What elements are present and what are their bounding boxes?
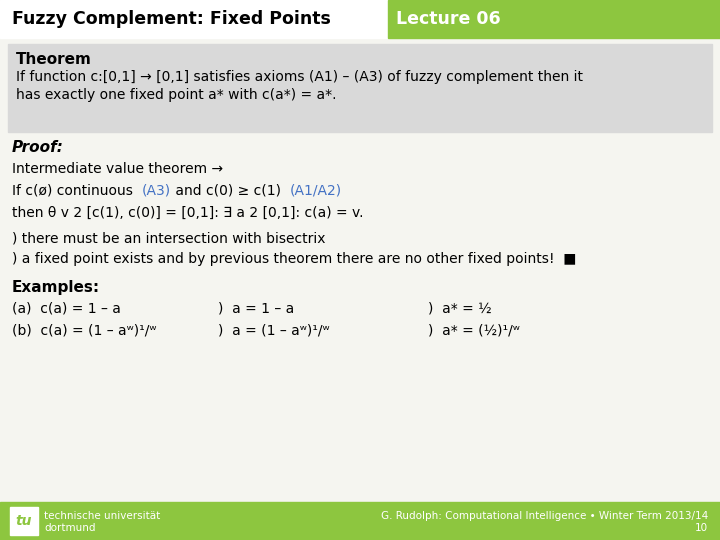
Text: tu: tu [16, 514, 32, 528]
Text: (a)  c(a) = 1 – a: (a) c(a) = 1 – a [12, 302, 121, 316]
Text: )  a* = (½)¹/ʷ: ) a* = (½)¹/ʷ [428, 324, 520, 338]
Text: 10: 10 [695, 523, 708, 533]
Text: has exactly one fixed point a* with c(a*) = a*.: has exactly one fixed point a* with c(a*… [16, 88, 336, 102]
Bar [0, 0, 720, 38]
Bar [388, 0, 720, 38]
Text: )  a = (1 – aʷ)¹/ʷ: ) a = (1 – aʷ)¹/ʷ [218, 324, 330, 338]
Text: Theorem: Theorem [16, 52, 92, 67]
Text: If c(ø) continuous: If c(ø) continuous [12, 184, 142, 198]
Text: Lecture 06: Lecture 06 [396, 10, 500, 28]
Text: Intermediate value theorem →: Intermediate value theorem → [12, 162, 223, 176]
Text: dortmund: dortmund [44, 523, 96, 533]
Text: ) a fixed point exists and by previous theorem there are no other fixed points! : ) a fixed point exists and by previous t… [12, 252, 577, 266]
Bar [10, 507, 38, 535]
Text: Fuzzy Complement: Fixed Points: Fuzzy Complement: Fixed Points [12, 10, 331, 28]
Text: then θ v 2 [c(1), c(0)] = [0,1]: ∃ a 2 [0,1]: c(a) = v.: then θ v 2 [c(1), c(0)] = [0,1]: ∃ a 2 [… [12, 206, 364, 220]
Text: Proof:: Proof: [12, 140, 64, 155]
Text: )  a = 1 – a: ) a = 1 – a [218, 302, 294, 316]
Text: If function c:[0,1] → [0,1] satisfies axioms (A1) – (A3) of fuzzy complement the: If function c:[0,1] → [0,1] satisfies ax… [16, 70, 583, 84]
Text: Examples:: Examples: [12, 280, 100, 295]
Text: )  a* = ½: ) a* = ½ [428, 302, 492, 316]
Text: G. Rudolph: Computational Intelligence • Winter Term 2013/14: G. Rudolph: Computational Intelligence •… [381, 511, 708, 521]
Text: technische universität: technische universität [44, 511, 161, 521]
Text: ) there must be an intersection with bisectrix: ) there must be an intersection with bis… [12, 232, 325, 246]
Bar [8, 44, 712, 132]
Text: and c(0) ≥ c(1): and c(0) ≥ c(1) [171, 184, 289, 198]
Text: (b)  c(a) = (1 – aʷ)¹/ʷ: (b) c(a) = (1 – aʷ)¹/ʷ [12, 324, 156, 338]
Text: (A1/A2): (A1/A2) [289, 184, 341, 198]
Text: (A3): (A3) [142, 184, 171, 198]
Bar [0, 502, 720, 540]
